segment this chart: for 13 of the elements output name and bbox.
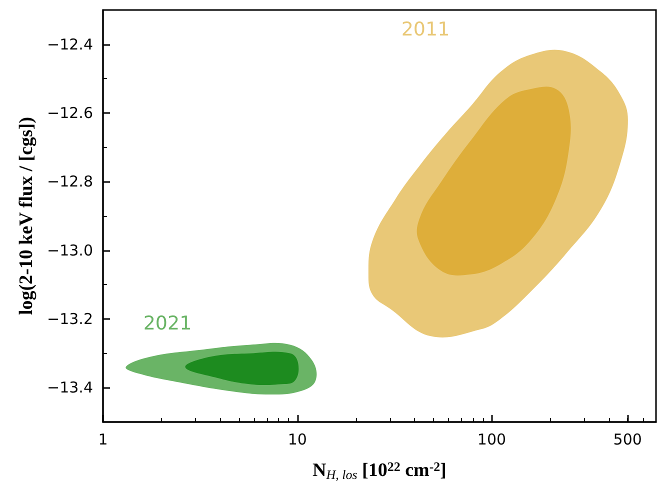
y-tick-label: −13.4 bbox=[47, 378, 93, 397]
x-tick-label: 100 bbox=[477, 430, 506, 448]
x-tick-label: 500 bbox=[613, 430, 642, 448]
y-tick-label: −13.2 bbox=[47, 310, 93, 328]
x-tick-label: 10 bbox=[288, 430, 307, 448]
text: 2011 bbox=[401, 18, 450, 41]
y-tick-label: −12.8 bbox=[47, 172, 93, 191]
y-axis-title: log(2-10 keV flux / [cgs]) bbox=[16, 116, 38, 316]
y-tick-label: −13.0 bbox=[47, 241, 93, 260]
y-tick-label: −12.4 bbox=[47, 35, 93, 54]
y-tick-label: −12.6 bbox=[47, 104, 93, 122]
x-tick-label: 1 bbox=[98, 430, 108, 448]
series-label: 2021 bbox=[143, 312, 192, 334]
